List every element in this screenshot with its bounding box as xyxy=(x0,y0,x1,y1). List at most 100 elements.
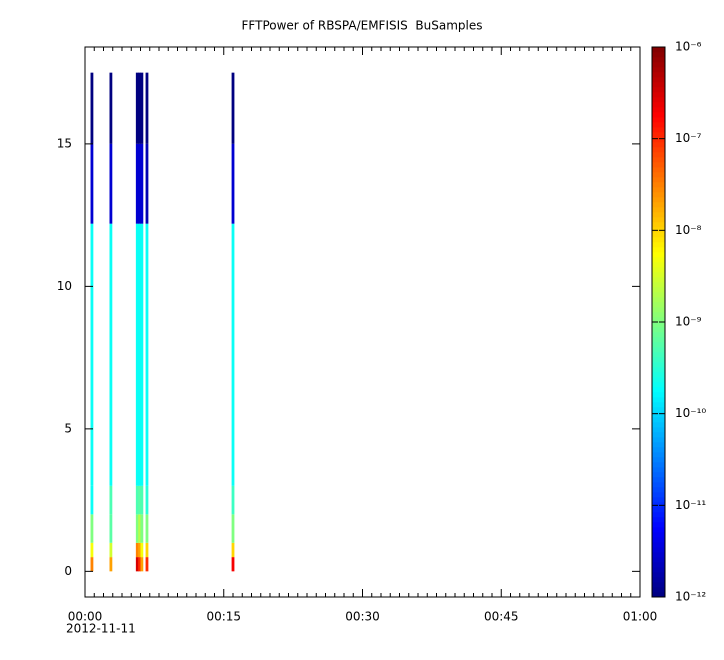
colorbar-segment xyxy=(652,396,665,403)
spectrogram-cell xyxy=(145,143,149,224)
colorbar-segment xyxy=(652,56,665,63)
spectrogram-cell xyxy=(138,72,141,144)
colorbar-segment xyxy=(652,81,665,88)
spectrogram-cell xyxy=(140,557,144,572)
colorbar-segment xyxy=(652,281,665,288)
colorbar-segment xyxy=(652,571,665,578)
colorbar-tick-label: 10⁻¹² xyxy=(675,590,706,604)
colorbar-segment xyxy=(652,561,665,568)
spectrogram-cell xyxy=(90,485,94,515)
colorbar-segment xyxy=(652,521,665,528)
colorbar-segment xyxy=(652,186,665,193)
colorbar-segment xyxy=(652,591,665,598)
colorbar-segment xyxy=(652,76,665,83)
colorbar-tick-label: 10⁻⁸ xyxy=(675,223,702,237)
spectrogram-cell xyxy=(140,223,144,486)
y-tick-label: 10 xyxy=(57,279,72,293)
colorbar-segment xyxy=(652,106,665,113)
colorbar-segment xyxy=(652,211,665,218)
spectrogram-cell xyxy=(135,72,139,144)
spectrogram-cell xyxy=(145,557,149,572)
spectrogram-cell xyxy=(90,223,94,486)
colorbar-segment xyxy=(652,206,665,213)
colorbar-segment xyxy=(652,91,665,98)
colorbar-segment xyxy=(652,151,665,158)
colorbar-segment xyxy=(652,86,665,93)
x-tick-label: 01:00 xyxy=(623,610,658,624)
colorbar-segment xyxy=(652,381,665,388)
colorbar-segment xyxy=(652,431,665,438)
spectrogram-cell xyxy=(140,542,144,558)
colorbar-segment xyxy=(652,111,665,118)
colorbar-segment xyxy=(652,541,665,548)
colorbar-segment xyxy=(652,366,665,373)
colorbar-segment xyxy=(652,51,665,58)
colorbar-tick-label: 10⁻⁶ xyxy=(675,40,702,54)
colorbar-tick-label: 10⁻⁹ xyxy=(675,315,702,329)
colorbar-segment xyxy=(652,101,665,108)
date-label: 2012-11-11 xyxy=(66,622,136,636)
colorbar-segment xyxy=(652,406,665,413)
colorbar-segment xyxy=(652,301,665,308)
colorbar-segment xyxy=(652,426,665,433)
colorbar-segment xyxy=(652,546,665,553)
colorbar-segment xyxy=(652,356,665,363)
y-tick-label: 5 xyxy=(64,421,72,435)
spectrogram-cell xyxy=(231,223,235,486)
spectrogram-cell xyxy=(90,514,94,543)
spectrogram-cell xyxy=(109,143,113,224)
spectrogram-cell xyxy=(231,72,235,144)
spectrogram-cell xyxy=(135,557,139,572)
colorbar-segment xyxy=(652,361,665,368)
colorbar-segment xyxy=(652,351,665,358)
spectrogram-cell xyxy=(140,485,144,515)
colorbar-segment xyxy=(652,511,665,518)
colorbar-segment xyxy=(652,321,665,328)
spectrogram-cell xyxy=(109,223,113,486)
colorbar-segment xyxy=(652,116,665,123)
colorbar-segment xyxy=(652,216,665,223)
colorbar-segment xyxy=(652,566,665,573)
colorbar-segment xyxy=(652,386,665,393)
spectrogram-cell xyxy=(109,514,113,543)
colorbar-segment xyxy=(652,491,665,498)
colorbar-segment xyxy=(652,46,665,53)
spectrogram-cell xyxy=(90,143,94,224)
spectrogram-cell xyxy=(90,72,94,144)
spectrogram-cell xyxy=(109,485,113,515)
x-tick-label: 00:30 xyxy=(345,610,380,624)
colorbar-segment xyxy=(652,221,665,228)
colorbar-segment xyxy=(652,166,665,173)
colorbar-segment xyxy=(652,416,665,423)
plot-frame xyxy=(84,46,641,598)
colorbar-segment xyxy=(652,576,665,583)
spectrogram-cell xyxy=(138,485,141,515)
spectrogram-cell xyxy=(231,557,235,572)
colorbar-segment xyxy=(652,516,665,523)
x-tick-label: 00:45 xyxy=(484,610,519,624)
colorbar-segment xyxy=(652,306,665,313)
colorbar-segment xyxy=(652,131,665,138)
colorbar-segment xyxy=(652,226,665,233)
colorbar-segment xyxy=(652,161,665,168)
colorbar-segment xyxy=(652,346,665,353)
spectrogram-cell xyxy=(231,143,235,224)
colorbar-segment xyxy=(652,376,665,383)
spectrogram-cell xyxy=(138,223,141,486)
colorbar-segment xyxy=(652,256,665,263)
colorbar-segment xyxy=(652,436,665,443)
colorbar-segment xyxy=(652,471,665,478)
spectrogram-cell xyxy=(135,485,139,515)
colorbar-segment xyxy=(652,126,665,133)
colorbar-segment xyxy=(652,411,665,418)
colorbar-segment xyxy=(652,421,665,428)
colorbar-segment xyxy=(652,61,665,68)
colorbar-segment xyxy=(652,176,665,183)
colorbar-segment xyxy=(652,71,665,78)
colorbar-segment xyxy=(652,506,665,513)
colorbar-segment xyxy=(652,341,665,348)
colorbar-segment xyxy=(652,171,665,178)
colorbar-segment xyxy=(652,401,665,408)
spectrogram-cell xyxy=(145,485,149,515)
